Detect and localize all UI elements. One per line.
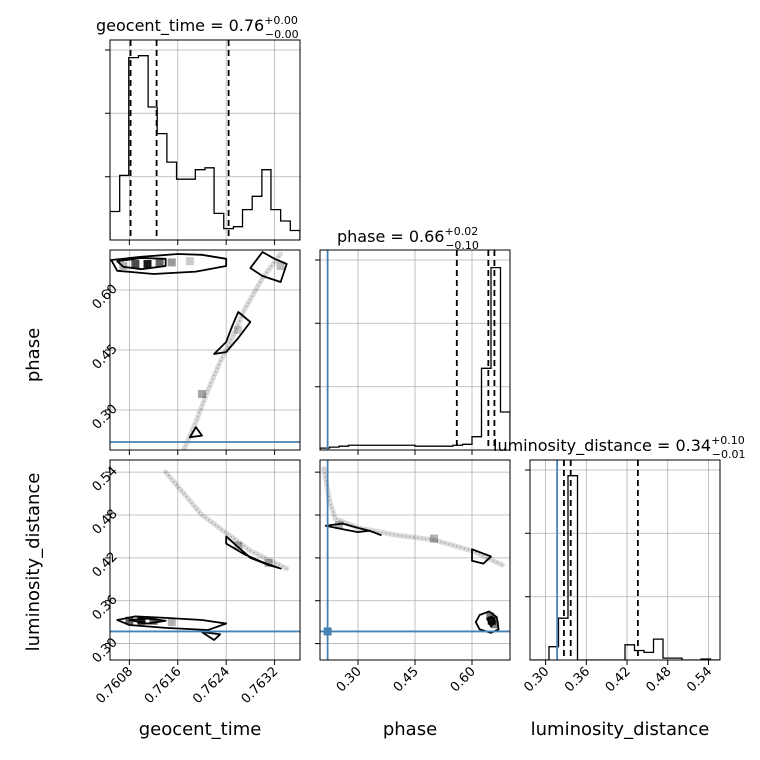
tick-label-x-phase-0: 0.30 — [334, 664, 365, 695]
contour-lum_vs_geocent_time-3 — [201, 631, 222, 641]
density-cell-phase_vs_geocent_time-1 — [131, 260, 140, 268]
density-cell-lum_vs_geocent_time-2 — [149, 616, 158, 625]
tick-label-x-luminosity-distance-2: 0.42 — [603, 664, 634, 695]
panel-content — [110, 251, 300, 450]
tick-label-x-geocent-time-2: 0.7624 — [190, 664, 233, 707]
scatter-points-phase_vs_geocent_time — [183, 253, 282, 450]
density-cell-phase_vs_geocent_time-2 — [155, 259, 164, 268]
contour-phase_vs_geocent_time-4 — [188, 426, 203, 439]
panel-frame — [319, 249, 511, 451]
histogram-phase — [320, 266, 510, 450]
plot-area — [110, 40, 300, 240]
panel-content — [110, 469, 300, 641]
tick-label-x-geocent-time-3: 0.7632 — [239, 664, 282, 707]
contour-lum_vs_phase-0 — [324, 522, 382, 536]
tick-label-x-luminosity-distance-1: 0.36 — [562, 664, 593, 695]
plot-area — [530, 460, 720, 660]
contour-phase_vs_geocent_time-1 — [116, 257, 167, 271]
density-cell-lum_vs_phase-4 — [430, 534, 438, 543]
scatter-cloud-lum_vs_geocent_time — [163, 469, 290, 572]
density-cell-lum_vs_geocent_time-3 — [167, 618, 176, 627]
tick-label-x-luminosity-distance-4: 0.54 — [684, 664, 715, 695]
panel-2-1: 0.30 0.45 0.60 — [315, 459, 511, 695]
panel-frame — [109, 249, 301, 451]
panels: 0.30 0.36 0.42 0.48 0.540.300.450.600.7608 0.… — [90, 39, 721, 707]
panel-content — [530, 460, 720, 660]
density-cell-lum_vs_geocent_time-5 — [264, 558, 273, 567]
histogram-geocent-time — [110, 55, 300, 240]
tick-label-x-phase-1: 0.45 — [391, 664, 422, 695]
contour-lum_vs_geocent_time-1 — [116, 615, 228, 631]
xlabel-geocent-time: geocent_time — [139, 719, 262, 740]
contour-phase_vs_geocent_time-0 — [110, 253, 228, 275]
ylabel-phase: phase — [23, 328, 44, 382]
xlabel-luminosity-distance: luminosity_distance — [531, 719, 710, 740]
contour-phase_vs_geocent_time-2 — [249, 251, 288, 283]
density-cell-lum_vs_phase-2 — [490, 620, 499, 629]
density-cell-phase_vs_geocent_time-7 — [234, 326, 243, 334]
density-cell-lum_vs_geocent_time-4 — [234, 541, 243, 550]
contour-lum_vs_geocent_time-2 — [128, 617, 167, 625]
panel-content — [320, 250, 510, 450]
panel-1-1 — [315, 249, 511, 455]
density-cell-phase_vs_geocent_time-8 — [197, 390, 206, 398]
panel-frame — [319, 459, 511, 661]
contour-lum_vs_phase-3 — [486, 615, 496, 628]
panel-2-2: 0.30 0.36 0.42 0.48 0.54 — [521, 459, 721, 695]
tick-label-x-luminosity-distance-3: 0.48 — [643, 664, 674, 695]
title-geocent-time: geocent_time = 0.76+0.00 −0.00 — [96, 14, 299, 41]
density-cell-phase_vs_geocent_time-6 — [276, 262, 285, 270]
scatter-cloud-lum_vs_phase — [321, 466, 505, 568]
truth-marker-lum_vs_phase — [323, 627, 332, 636]
density-cell-phase_vs_geocent_time-3 — [167, 258, 176, 267]
title-luminosity-distance: luminosity_distance = 0.34+0.10 −0.01 — [493, 434, 746, 461]
title-phase: phase = 0.66+0.02 −0.10 — [337, 225, 479, 252]
tick-label-x-geocent-time-0: 0.7608 — [93, 664, 136, 707]
tick-label-x-phase-2: 0.60 — [448, 664, 479, 695]
ylabel-luminosity-distance: luminosity_distance — [23, 473, 44, 652]
panel-content — [320, 460, 510, 660]
xlabel-phase: phase — [383, 719, 437, 740]
panel-2-0: 0.7608 0.7616 0.7624 0.76320.300.360.420.48… — [90, 459, 301, 707]
panel-frame — [109, 39, 301, 241]
density-cell-lum_vs_phase-3 — [335, 521, 343, 529]
panel-frame — [529, 459, 721, 661]
panel-0-0 — [105, 39, 301, 245]
panel-frame — [109, 459, 301, 661]
density-cell-lum_vs_geocent_time-0 — [137, 616, 146, 625]
contour-phase_vs_geocent_time-3 — [213, 311, 252, 355]
contour-lum_vs_geocent_time-0 — [225, 535, 282, 570]
panel-1-0: 0.300.450.60 — [90, 249, 301, 455]
density-cell-phase_vs_geocent_time-0 — [143, 260, 152, 268]
tick-label-x-luminosity-distance-0: 0.30 — [521, 664, 552, 695]
density-cell-phase_vs_geocent_time-4 — [185, 257, 194, 266]
contour-lum_vs_phase-1 — [471, 548, 492, 565]
panel-content — [110, 40, 300, 240]
tick-label-x-geocent-time-1: 0.7616 — [142, 664, 185, 707]
histogram-luminosity-distance — [530, 475, 720, 660]
